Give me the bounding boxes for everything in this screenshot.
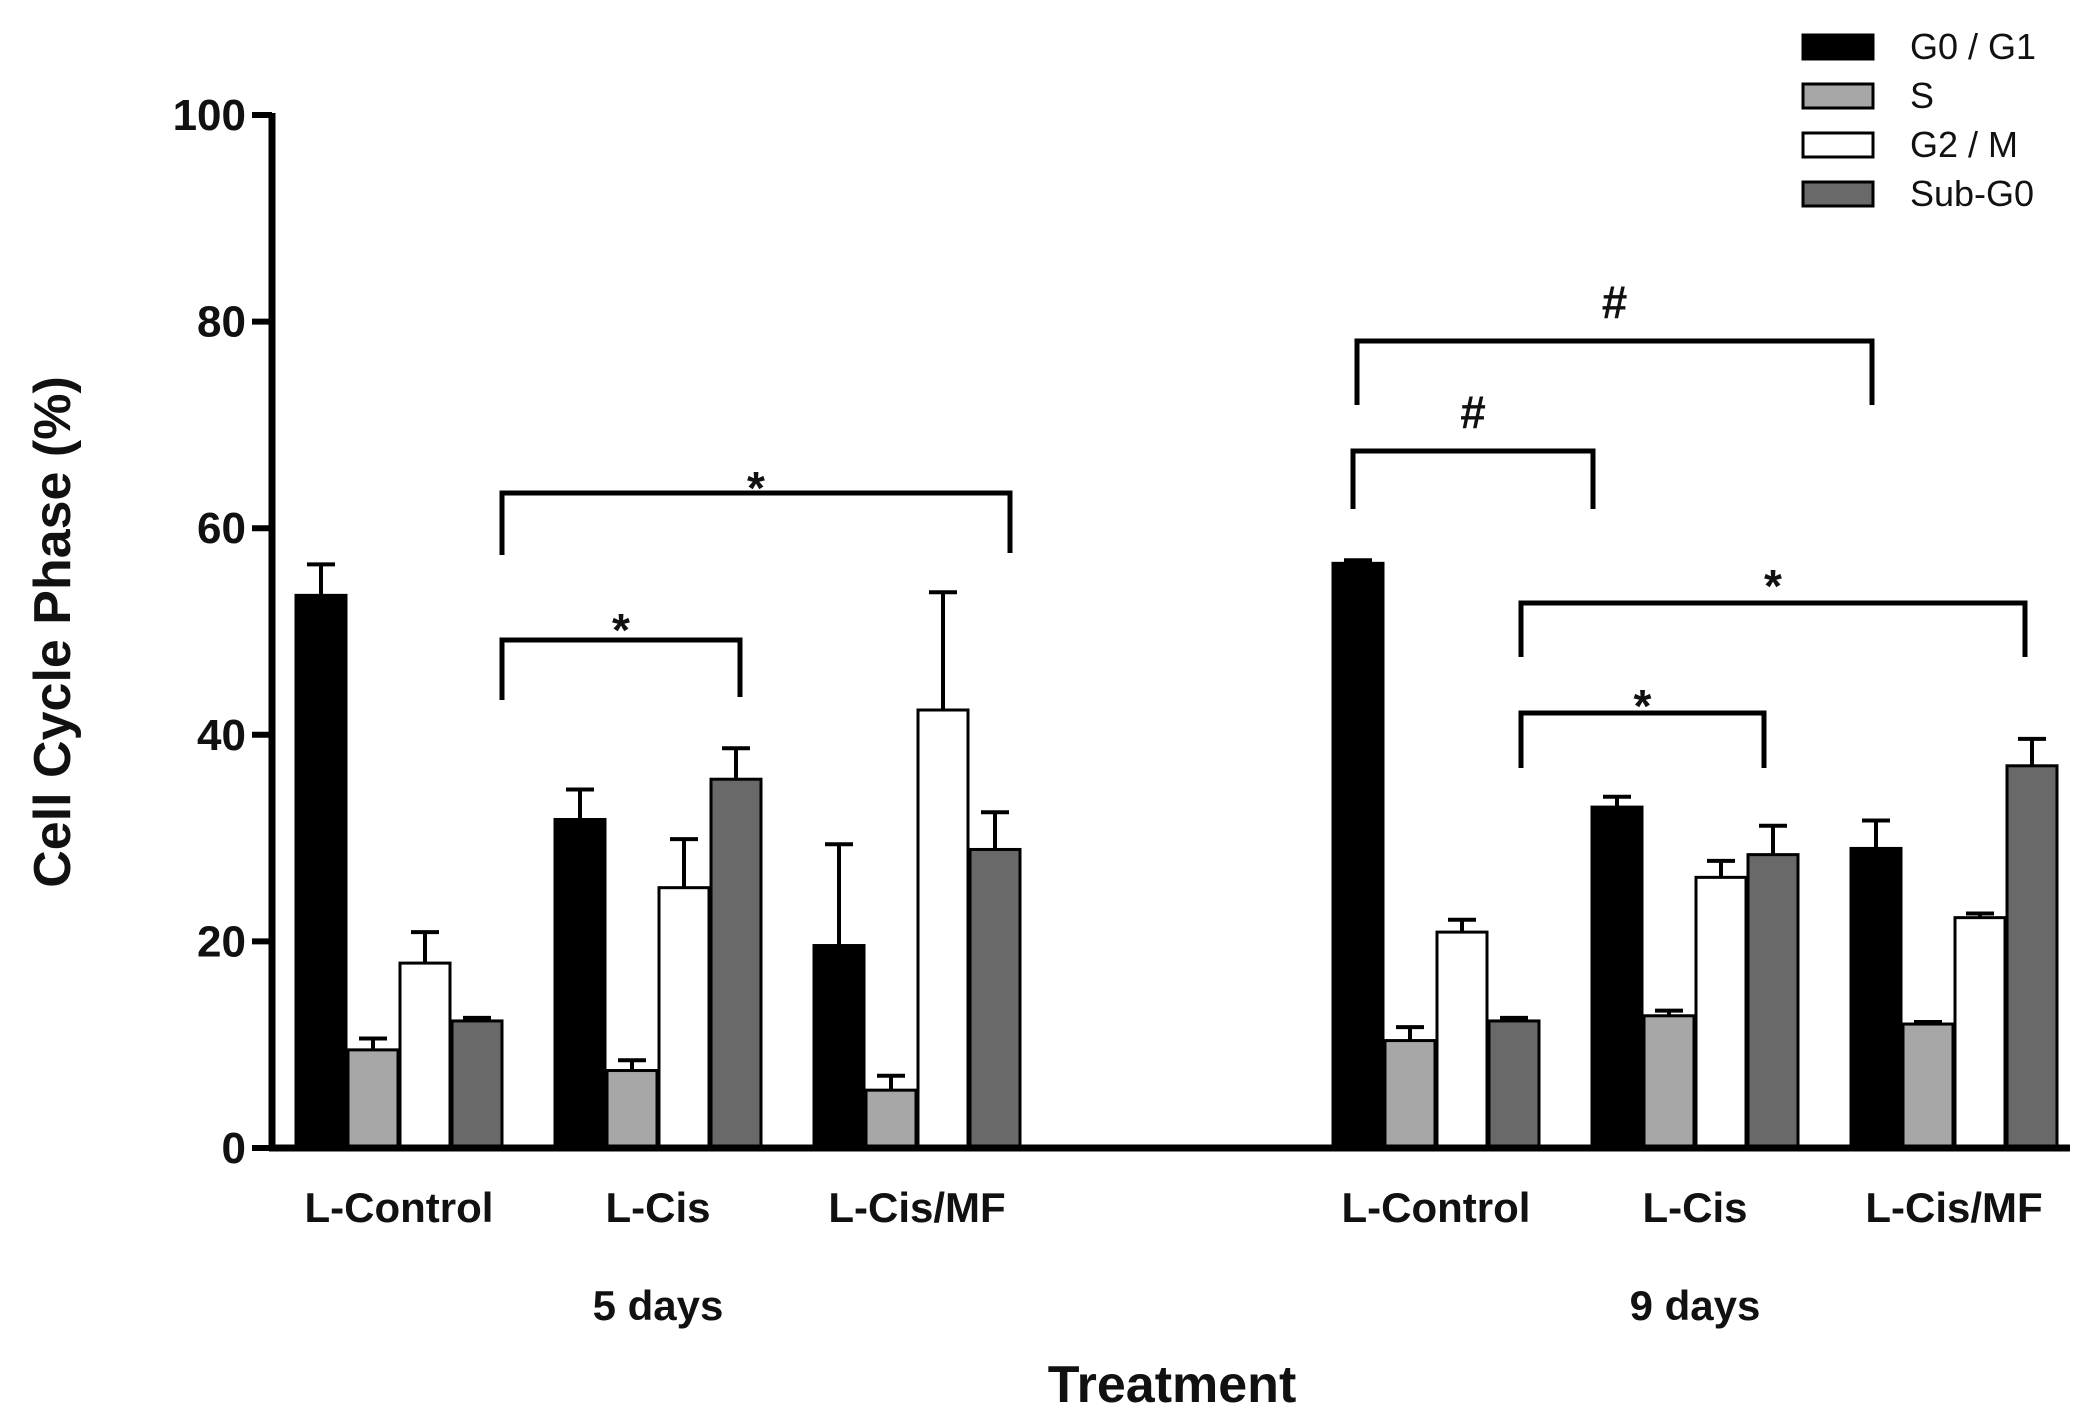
significance-hash: #: [1460, 386, 1486, 438]
legend-swatch: [1801, 33, 1875, 61]
category-label: L-Control: [305, 1184, 494, 1231]
legend-label: Sub-G0: [1910, 173, 2034, 214]
legend-swatch: [1801, 82, 1875, 110]
group-label: 9 days: [1630, 1282, 1761, 1329]
y-tick-label: 40: [197, 711, 246, 760]
significance-annotations: * * # # * *: [499, 276, 2028, 768]
bar-g2m-3: [1435, 930, 1489, 1150]
bar-s-3: [1383, 1039, 1437, 1150]
bar-g2m-1: [657, 886, 711, 1150]
significance-asterisk: *: [612, 604, 630, 656]
bar-subg0-3: [1487, 1019, 1541, 1150]
bar-g0g1-4: [1590, 805, 1644, 1150]
y-tick-label: 0: [222, 1124, 246, 1173]
bars-layer: [294, 558, 2059, 1150]
bar-s-4: [1642, 1014, 1696, 1150]
bar-g2m-0: [398, 961, 452, 1150]
category-label: L-Cis: [606, 1184, 711, 1231]
significance-asterisk: *: [1634, 680, 1652, 732]
bar-subg0-0: [450, 1019, 504, 1150]
y-tick-label: 100: [173, 91, 246, 140]
significance-bracket: [1354, 338, 1875, 405]
bar-g0g1-3: [1331, 561, 1385, 1150]
y-axis-title: Cell Cycle Phase (%): [24, 376, 82, 888]
legend-swatch: [1801, 180, 1875, 208]
significance-bracket: [1518, 710, 1767, 768]
bar-g0g1-0: [294, 593, 348, 1150]
bar-g0g1-5: [1849, 846, 1903, 1150]
category-label: L-Control: [1342, 1184, 1531, 1231]
bar-g2m-2: [916, 708, 970, 1150]
bar-g2m-5: [1953, 916, 2007, 1150]
axes-layer: [252, 112, 2070, 1152]
y-tick-label: 20: [197, 917, 246, 966]
significance-bracket: [1350, 448, 1596, 509]
bar-g0g1-1: [553, 818, 607, 1150]
y-tick-label: 60: [197, 504, 246, 553]
bar-g2m-4: [1694, 875, 1748, 1150]
legend-label: G2 / M: [1910, 124, 2018, 165]
bar-s-5: [1901, 1022, 1955, 1150]
bar-s-1: [605, 1069, 659, 1150]
legend-label: S: [1910, 75, 1934, 116]
significance-bracket: [499, 637, 743, 700]
legend-label: G0 / G1: [1910, 26, 2036, 67]
legend: G0 / G1 S G2 / M Sub-G0: [1801, 26, 2036, 214]
bar-subg0-4: [1746, 853, 1800, 1150]
significance-bracket: [1518, 600, 2028, 657]
x-axis-title: Treatment: [1048, 1356, 1297, 1414]
category-label: L-Cis/MF: [1865, 1184, 2042, 1231]
bar-s-2: [864, 1088, 918, 1150]
bar-g0g1-2: [812, 944, 866, 1150]
bar-s-0: [346, 1048, 400, 1150]
y-tick-label: 80: [197, 298, 246, 347]
significance-asterisk: *: [747, 462, 765, 514]
bar-subg0-1: [709, 777, 763, 1150]
category-label: L-Cis: [1643, 1184, 1748, 1231]
significance-hash: #: [1602, 276, 1628, 328]
bar-subg0-2: [968, 847, 1022, 1150]
labels-layer: 0 20 40 60 80 100 L-Control L-Cis L-Cis/MF 5 days…: [24, 91, 2043, 1414]
significance-asterisk: *: [1764, 560, 1782, 612]
significance-bracket: [499, 490, 1013, 555]
bar-subg0-5: [2005, 764, 2059, 1150]
legend-swatch: [1801, 131, 1875, 159]
category-label: L-Cis/MF: [828, 1184, 1005, 1231]
group-label: 5 days: [593, 1282, 724, 1329]
